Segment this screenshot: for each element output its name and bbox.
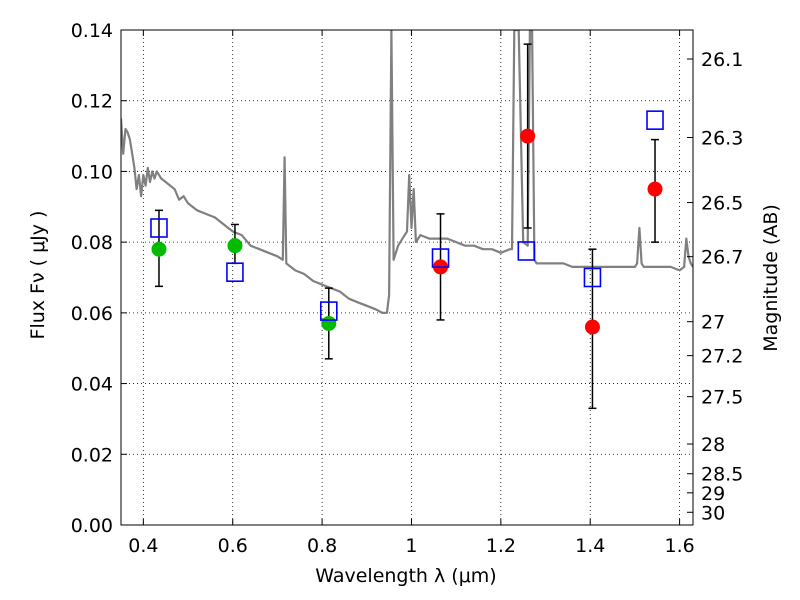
spectrum-line <box>121 30 693 314</box>
y2-tick-label: 26.7 <box>701 247 743 269</box>
y-tick-label: 0.10 <box>71 161 113 183</box>
x-tick-label: 1.6 <box>664 535 694 557</box>
x-tick-label: 1.2 <box>486 535 516 557</box>
model-square <box>583 267 602 288</box>
model-square <box>431 248 450 268</box>
x-tick-label: 0.4 <box>128 535 158 557</box>
tick-labels: 0.4 0.6 0.8 1 1.2 1.4 1.6 0.00 0.02 0.04 0.06 0.08 0… <box>71 20 744 557</box>
data-point <box>151 241 167 257</box>
model-square <box>226 262 244 282</box>
plot-area <box>121 30 693 410</box>
y-tick-label: 0.04 <box>71 374 113 396</box>
y-tick-label: 0.12 <box>71 91 113 113</box>
y-tick-label: 0.06 <box>71 303 113 325</box>
y2-tick-label: 28 <box>701 434 725 456</box>
x-tick-label: 0.6 <box>218 535 248 557</box>
model-square <box>319 301 338 321</box>
data-point <box>520 128 536 144</box>
data-point <box>227 238 243 254</box>
y2-tick-label: 26.1 <box>701 49 743 71</box>
data-point <box>584 319 600 335</box>
y2-tick-label: 29 <box>701 483 725 505</box>
y-tick-label: 0.14 <box>71 20 113 42</box>
plot-frame <box>120 29 694 526</box>
x-tick-label: 1 <box>405 535 417 557</box>
data-point <box>647 181 663 197</box>
y2-tick-label: 28.5 <box>701 464 743 486</box>
y-tick-label: 0.00 <box>71 515 113 537</box>
model-square <box>646 110 664 130</box>
y-tick-label: 0.08 <box>71 232 113 254</box>
y-tick-label: 0.02 <box>71 444 113 466</box>
x-tick-label: 0.8 <box>307 535 337 557</box>
y2-tick-label: 27.2 <box>701 346 743 368</box>
x-tick-label: 1.4 <box>575 535 605 557</box>
x-axis-label: Wavelength λ (μm) <box>315 565 496 587</box>
y2-tick-label: 27.5 <box>701 387 743 409</box>
data-point <box>321 315 337 331</box>
y-axis-label: Flux Fν ( μJy ) <box>27 211 49 340</box>
y2-tick-label: 26.3 <box>701 127 743 149</box>
y2-tick-label: 30 <box>701 502 725 524</box>
y2-tick-label: 26.5 <box>701 193 743 215</box>
axis-ticks <box>121 29 693 526</box>
grid-lines <box>121 29 693 526</box>
y2-tick-label: 27 <box>701 312 725 334</box>
model-square <box>150 218 168 238</box>
model-square <box>517 241 536 261</box>
y2-axis-label: Magnitude (AB) <box>760 204 782 352</box>
